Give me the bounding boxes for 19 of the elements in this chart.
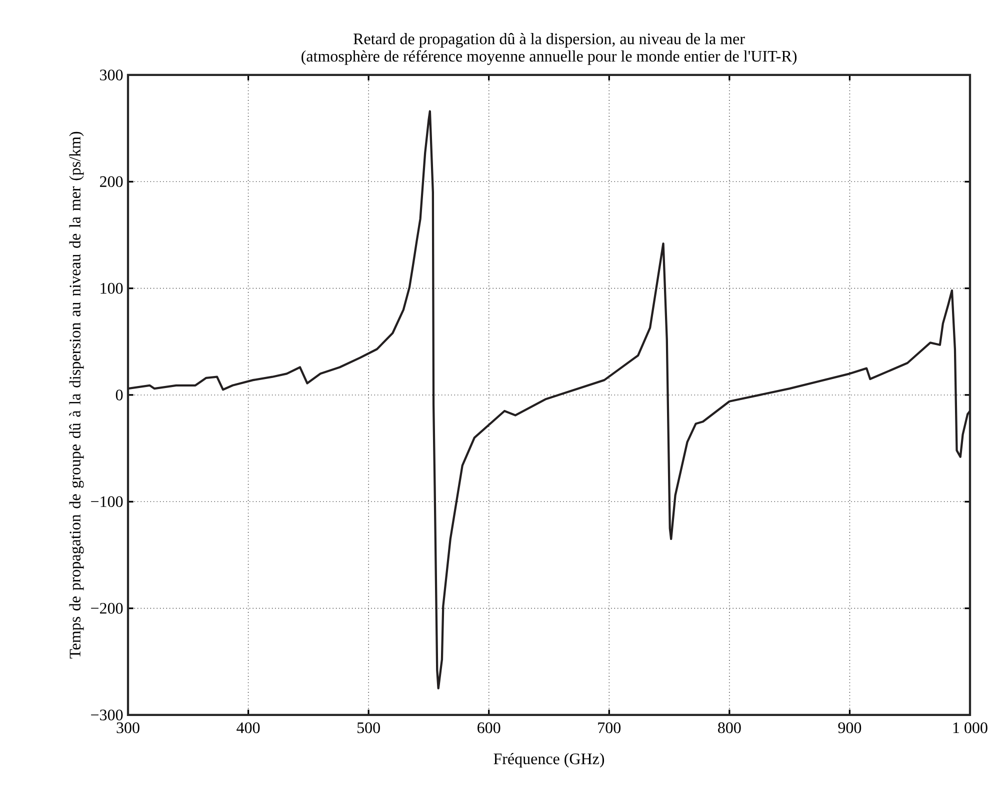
- x-tick-label: 400: [236, 722, 260, 734]
- x-tick-label: 500: [357, 722, 380, 734]
- x-tick-label: 600: [478, 722, 500, 734]
- y-tick-label: −100: [91, 496, 123, 508]
- chart-title: Retard de propagation dû à la dispersion, au niveau de la mer: [354, 33, 745, 48]
- y-axis-title: Temps de propagation de groupe dû à la dispersion au niveau de la mer (ps/km): [69, 132, 84, 659]
- y-tick-label: −200: [91, 602, 123, 614]
- x-tick-label: 700: [598, 722, 621, 734]
- y-tick-label: 300: [100, 70, 123, 80]
- y-tick-label: 100: [100, 282, 123, 294]
- x-tick-label: 300: [116, 722, 140, 734]
- y-tick-label: 200: [100, 176, 123, 188]
- x-tick-label: 900: [838, 722, 862, 734]
- x-tick-label: 800: [718, 722, 741, 734]
- x-tick-label: 1 000: [953, 722, 988, 734]
- y-tick-label: 0: [116, 390, 123, 400]
- x-axis-title: Fréquence (GHz): [494, 752, 604, 768]
- chart-subtitle: (atmosphère de référence moyenne annuelle pour le monde entier de l'UIT-R): [302, 50, 797, 65]
- y-tick-label: −300: [91, 710, 123, 720]
